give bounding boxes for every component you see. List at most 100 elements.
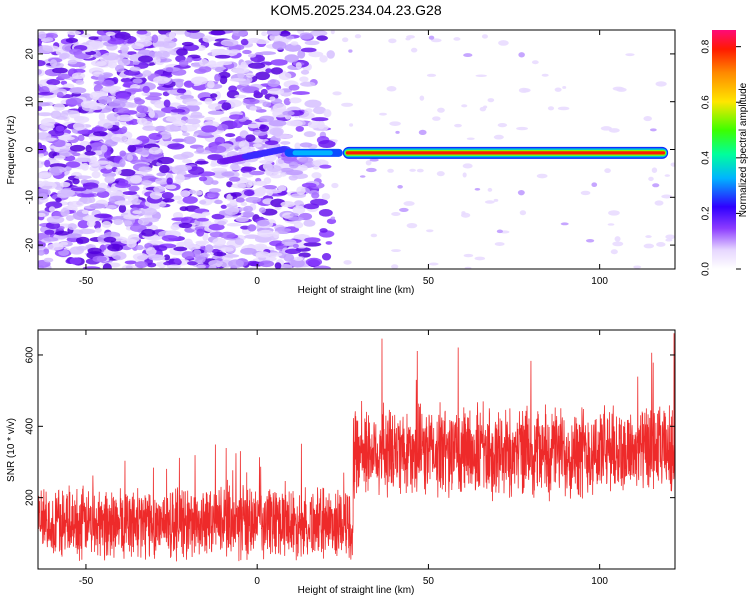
noise-blob — [223, 254, 240, 258]
noise-blob — [268, 119, 287, 127]
noise-blob — [263, 177, 272, 185]
noise-blob — [145, 96, 162, 101]
noise-blob — [133, 97, 142, 102]
scatter-blob — [432, 116, 441, 121]
noise-blob — [92, 131, 108, 137]
x-tick-label: -50 — [79, 576, 94, 587]
noise-blob — [135, 112, 147, 118]
scatter-blob — [332, 139, 338, 143]
scatter-blob — [397, 184, 403, 189]
scatter-blob — [390, 249, 402, 252]
noise-blob — [121, 126, 128, 133]
noise-blob — [105, 164, 112, 170]
y-tick-label: 20 — [25, 48, 36, 60]
noise-blob — [56, 91, 64, 98]
noise-blob — [103, 122, 113, 129]
scatter-blob — [487, 98, 495, 103]
noise-blob — [308, 51, 324, 58]
y-tick-label: 10 — [25, 96, 36, 108]
noise-blob — [174, 164, 193, 172]
noise-blob — [240, 201, 248, 206]
noise-blob — [136, 244, 144, 251]
scatter-blob — [418, 129, 427, 135]
noise-blob — [105, 31, 116, 36]
noise-blob — [38, 249, 45, 256]
scatter-blob — [610, 249, 618, 255]
noise-blob — [165, 67, 174, 73]
scatter-blob — [607, 223, 615, 226]
noise-blob — [168, 31, 176, 40]
scatter-blob — [365, 160, 372, 166]
noise-blob — [116, 114, 134, 122]
noise-blob — [65, 37, 79, 43]
noise-blob — [261, 31, 268, 37]
noise-blob — [243, 205, 254, 213]
noise-blob — [214, 54, 231, 59]
colorbar-ticks: 0.0 0.2 0.4 0.6 0.8 — [701, 39, 741, 276]
noise-blob — [142, 217, 159, 223]
noise-blob — [280, 141, 291, 145]
noise-blob — [228, 259, 244, 268]
y-tick-label: 600 — [25, 346, 36, 363]
noise-blob — [319, 228, 328, 233]
noise-blob — [156, 172, 167, 177]
scatter-blob — [461, 211, 466, 215]
noise-blob — [253, 90, 260, 96]
noise-blob — [52, 62, 64, 68]
noise-blob — [282, 110, 295, 116]
scatter-blob — [474, 188, 481, 191]
noise-blob — [134, 261, 148, 269]
noise-blob — [211, 213, 225, 220]
noise-blob — [242, 211, 255, 217]
noise-blob — [267, 79, 281, 88]
noise-blob — [311, 117, 329, 122]
noise-blob — [153, 76, 171, 84]
noise-blob — [46, 215, 65, 224]
scatter-blob — [391, 264, 399, 269]
noise-blob — [220, 39, 239, 47]
noise-blob — [202, 232, 209, 241]
noise-blob — [207, 154, 223, 161]
noise-blob — [310, 30, 328, 37]
noise-blob — [299, 81, 316, 87]
noise-blob — [208, 223, 225, 231]
scatter-blob — [389, 121, 401, 126]
noise-blob — [234, 238, 245, 245]
x-tick-label: -50 — [79, 276, 94, 287]
noise-blob — [209, 145, 227, 154]
noise-blob — [266, 164, 282, 173]
noise-blob — [95, 227, 102, 233]
x-tick-label: 50 — [423, 276, 435, 287]
noise-blob — [90, 156, 98, 163]
noise-blob — [311, 192, 320, 199]
noise-blob — [196, 228, 205, 237]
noise-blob — [101, 221, 112, 228]
noise-blob — [107, 243, 124, 252]
noise-blob — [123, 214, 141, 220]
noise-blob — [157, 156, 175, 165]
scatter-blob — [655, 81, 667, 87]
scatter-blob — [474, 256, 486, 261]
noise-blob — [187, 166, 205, 175]
noise-blob — [80, 100, 95, 109]
noise-blob — [59, 181, 71, 188]
noise-blob — [132, 60, 140, 65]
noise-blob — [304, 40, 320, 46]
noise-blob — [104, 151, 111, 159]
noise-blob — [228, 176, 241, 182]
noise-blob — [163, 254, 171, 261]
noise-blob — [128, 185, 140, 192]
noise-blob — [266, 30, 281, 37]
noise-blob — [38, 59, 46, 67]
noise-blob — [175, 174, 185, 183]
noise-blob — [154, 100, 167, 109]
scatter-blob — [395, 130, 400, 134]
noise-blob — [170, 108, 186, 113]
noise-blob — [269, 174, 283, 179]
scatter-blob — [541, 73, 549, 77]
noise-blob — [248, 62, 266, 69]
noise-blob — [326, 50, 335, 59]
noise-blob — [225, 133, 236, 138]
noise-blob — [148, 146, 162, 155]
scatter-blob — [341, 37, 349, 43]
